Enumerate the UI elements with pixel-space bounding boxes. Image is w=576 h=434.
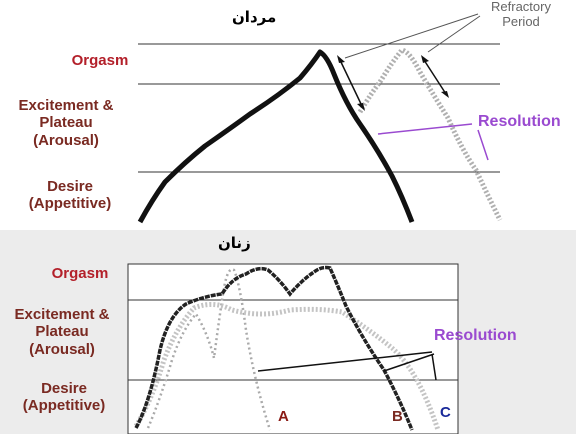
top-desire-line1: Desire bbox=[47, 178, 93, 195]
bottom-excitement-label: Excitement & Plateau (Arousal) bbox=[0, 306, 124, 358]
refractory-arrow-left bbox=[339, 59, 363, 107]
refractory-pointer-1 bbox=[344, 13, 479, 59]
refractory-line1: Refractory bbox=[491, 0, 551, 14]
curve-a-label: A bbox=[278, 408, 289, 425]
top-desire-label: Desire (Appetitive) bbox=[6, 178, 134, 213]
bottom-excitement-line1: Excitement & bbox=[14, 306, 110, 323]
bottom-graph bbox=[127, 263, 459, 434]
male-response-curve bbox=[137, 49, 415, 224]
refractory-period-label: Refractory Period bbox=[476, 0, 566, 30]
top-resolution-pointer-1 bbox=[377, 123, 473, 135]
female-response-diagram: زنان Orgasm Excitement & Plateau (Arousa… bbox=[0, 230, 576, 434]
bottom-title: زنان bbox=[218, 234, 251, 252]
bottom-resolution-pointer-2 bbox=[383, 353, 435, 372]
curve-b bbox=[134, 265, 414, 431]
top-graph bbox=[137, 13, 503, 224]
bottom-orgasm-label: Orgasm bbox=[51, 265, 109, 282]
top-orgasm-label: Orgasm bbox=[71, 52, 129, 69]
refractory-line2: Period bbox=[502, 13, 540, 29]
curve-b-label: B bbox=[392, 408, 403, 425]
top-excitement-line1: Excitement & bbox=[18, 97, 114, 114]
male-second-cycle-curve bbox=[357, 47, 503, 222]
top-resolution-label: Resolution bbox=[478, 113, 561, 130]
top-excitement-line2: Plateau bbox=[39, 114, 93, 132]
top-excitement-line3: (Arousal) bbox=[33, 131, 99, 149]
bottom-resolution-pointer-1 bbox=[257, 351, 433, 372]
refractory-arrow-right bbox=[423, 59, 447, 95]
bottom-excitement-line2: Plateau bbox=[35, 323, 89, 341]
bottom-resolution-pointer-3 bbox=[431, 353, 437, 381]
bottom-excitement-line3: (Arousal) bbox=[29, 340, 95, 358]
top-excitement-label: Excitement & Plateau (Arousal) bbox=[0, 97, 132, 149]
top-desire-line2: (Appetitive) bbox=[28, 195, 112, 213]
male-response-diagram: مردان Orgasm Excitement & Plateau (Arous… bbox=[0, 0, 566, 224]
bottom-desire-line2: (Appetitive) bbox=[22, 397, 106, 415]
curve-c-label: C bbox=[440, 404, 451, 421]
bottom-desire-label: Desire (Appetitive) bbox=[4, 380, 124, 415]
bottom-resolution-label: Resolution bbox=[434, 327, 517, 344]
curve-a bbox=[146, 268, 272, 431]
bottom-desire-line1: Desire bbox=[41, 380, 87, 397]
top-title: مردان bbox=[232, 8, 277, 26]
curve-c bbox=[133, 302, 441, 431]
refractory-pointer-2 bbox=[427, 15, 481, 53]
top-resolution-pointer-2 bbox=[477, 129, 489, 161]
